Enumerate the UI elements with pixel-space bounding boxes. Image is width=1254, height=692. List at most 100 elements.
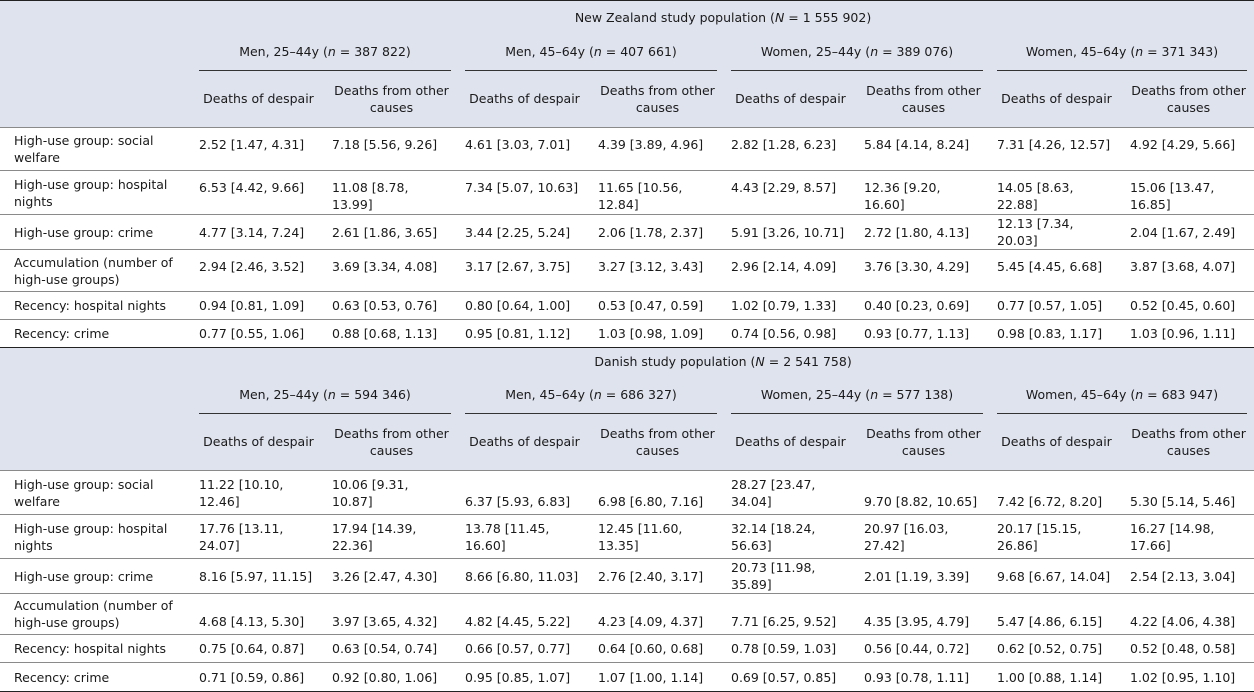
value-cell: 12.36 [9.20, 16.60]	[857, 170, 990, 215]
value-cell: 13.78 [11.45, 16.60]	[458, 514, 591, 559]
row-label: High-use group: social welfare	[0, 127, 192, 171]
value-cell: 6.53 [4.42, 9.66]	[192, 170, 325, 215]
value-cell: 2.06 [1.78, 2.37]	[591, 214, 724, 250]
value-cell: 0.78 [0.59, 1.03]	[724, 634, 857, 663]
value-cell: 8.66 [6.80, 11.03]	[458, 558, 591, 594]
data-row: Accumulation (number of high-use groups)…	[0, 249, 1254, 292]
value-cell: 0.64 [0.60, 0.68]	[591, 634, 724, 663]
value-cell: 3.97 [3.65, 4.32]	[325, 593, 458, 635]
data-row: High-use group: hospital nights 17.76 [13…	[0, 514, 1254, 559]
subheader: Deaths from other causes	[857, 70, 990, 128]
value-cell: 4.22 [4.06, 4.38]	[1123, 593, 1254, 635]
value-cell: 20.73 [11.98, 35.89]	[724, 558, 857, 594]
group-row: Men, 25–44y (n = 594 346) Men, 45–64y (n …	[0, 375, 1254, 414]
value-cell: 0.93 [0.77, 1.13]	[857, 319, 990, 348]
value-cell: 0.88 [0.68, 1.13]	[325, 319, 458, 348]
cell	[0, 375, 192, 414]
text: = 594 346)	[335, 386, 411, 402]
variable: N	[755, 354, 765, 370]
value-cell: 17.76 [13.11, 24.07]	[192, 514, 325, 559]
text: Men, 45–64y (	[505, 386, 594, 402]
value-cell: 0.94 [0.81, 1.09]	[192, 291, 325, 320]
value-cell: 7.42 [6.72, 8.20]	[990, 470, 1123, 515]
subheader: Deaths from other causes	[325, 70, 458, 128]
value-cell: 15.06 [13.47, 16.85]	[1123, 170, 1254, 215]
variable: n	[327, 386, 336, 402]
value-cell: 0.92 [0.80, 1.06]	[325, 662, 458, 692]
value-cell: 0.40 [0.23, 0.69]	[857, 291, 990, 320]
row-label: Recency: crime	[0, 319, 192, 348]
variable: n	[870, 43, 879, 59]
value-cell: 1.00 [0.88, 1.14]	[990, 662, 1123, 692]
group-header: Men, 45–64y (n = 407 661)	[458, 34, 724, 71]
value-cell: 4.43 [2.29, 8.57]	[724, 170, 857, 215]
value-cell: 2.82 [1.28, 6.23]	[724, 127, 857, 171]
value-cell: 0.93 [0.78, 1.11]	[857, 662, 990, 692]
subheader: Deaths from other causes	[591, 413, 724, 471]
group-header: Men, 25–44y (n = 387 822)	[192, 34, 458, 71]
cell	[0, 413, 192, 471]
group-header: Men, 25–44y (n = 594 346)	[192, 375, 458, 414]
group-label: Men, 25–44y (n = 594 346)	[199, 386, 451, 414]
subheader: Deaths from other causes	[857, 413, 990, 471]
cell	[0, 0, 192, 35]
value-cell: 5.45 [4.45, 6.68]	[990, 249, 1123, 292]
data-row: High-use group: crime 4.77 [3.14, 7.24] 2.…	[0, 214, 1254, 250]
data-row: Recency: crime 0.77 [0.55, 1.06] 0.88 [0.6…	[0, 319, 1254, 348]
subheader-text: Deaths of despair	[735, 91, 846, 107]
value-cell: 4.68 [4.13, 5.30]	[192, 593, 325, 635]
value-cell: 11.65 [10.56, 12.84]	[591, 170, 724, 215]
value-cell: 12.13 [7.34, 20.03]	[990, 214, 1123, 250]
variable: n	[1135, 386, 1144, 402]
value-cell: 0.74 [0.56, 0.98]	[724, 319, 857, 348]
subheader-row: Deaths of despair Deaths from other cause…	[0, 413, 1254, 471]
group-header: Women, 45–64y (n = 683 947)	[990, 375, 1254, 414]
value-cell: 11.08 [8.78, 13.99]	[325, 170, 458, 215]
subheader-text: Deaths of despair	[469, 91, 580, 107]
text: = 683 947)	[1143, 386, 1219, 402]
cell	[0, 347, 192, 376]
value-cell: 1.03 [0.98, 1.09]	[591, 319, 724, 348]
text: = 686 327)	[601, 386, 677, 402]
value-cell: 3.76 [3.30, 4.29]	[857, 249, 990, 292]
value-cell: 17.94 [14.39, 22.36]	[325, 514, 458, 559]
value-cell: 2.94 [2.46, 3.52]	[192, 249, 325, 292]
variable: n	[593, 386, 602, 402]
value-cell: 4.39 [3.89, 4.96]	[591, 127, 724, 171]
row-label: Accumulation (number of high-use groups)	[0, 249, 192, 292]
group-label: Men, 25–44y (n = 387 822)	[199, 43, 451, 71]
row-label: High-use group: crime	[0, 558, 192, 594]
subheader-text: Deaths from other causes	[600, 425, 715, 458]
group-header: Women, 25–44y (n = 577 138)	[724, 375, 990, 414]
value-cell: 6.37 [5.93, 6.83]	[458, 470, 591, 515]
subheader-text: Deaths from other causes	[866, 425, 981, 458]
variable: n	[593, 43, 602, 59]
variable: n	[1135, 43, 1144, 59]
text: Men, 45–64y (	[505, 43, 594, 59]
value-cell: 4.92 [4.29, 5.66]	[1123, 127, 1254, 171]
subheader: Deaths of despair	[192, 70, 325, 128]
value-cell: 0.75 [0.64, 0.87]	[192, 634, 325, 663]
value-cell: 2.04 [1.67, 2.49]	[1123, 214, 1254, 250]
value-cell: 20.97 [16.03, 27.42]	[857, 514, 990, 559]
subheader: Deaths of despair	[990, 413, 1123, 471]
value-cell: 3.44 [2.25, 5.24]	[458, 214, 591, 250]
value-cell: 0.63 [0.54, 0.74]	[325, 634, 458, 663]
value-cell: 0.56 [0.44, 0.72]	[857, 634, 990, 663]
subheader: Deaths of despair	[192, 413, 325, 471]
row-label: High-use group: hospital nights	[0, 514, 192, 559]
subheader-text: Deaths of despair	[203, 91, 314, 107]
cell	[0, 34, 192, 71]
value-cell: 8.16 [5.97, 11.15]	[192, 558, 325, 594]
subheader-text: Deaths of despair	[735, 434, 846, 450]
data-row: Accumulation (number of high-use groups)…	[0, 593, 1254, 635]
value-cell: 11.22 [10.10, 12.46]	[192, 470, 325, 515]
text: = 577 138)	[878, 386, 954, 402]
value-cell: 0.63 [0.53, 0.76]	[325, 291, 458, 320]
value-cell: 0.80 [0.64, 1.00]	[458, 291, 591, 320]
value-cell: 2.96 [2.14, 4.09]	[724, 249, 857, 292]
text: New Zealand study population (	[574, 10, 775, 26]
value-cell: 4.82 [4.45, 5.22]	[458, 593, 591, 635]
value-cell: 7.71 [6.25, 9.52]	[724, 593, 857, 635]
group-label: Men, 45–64y (n = 686 327)	[465, 386, 717, 414]
